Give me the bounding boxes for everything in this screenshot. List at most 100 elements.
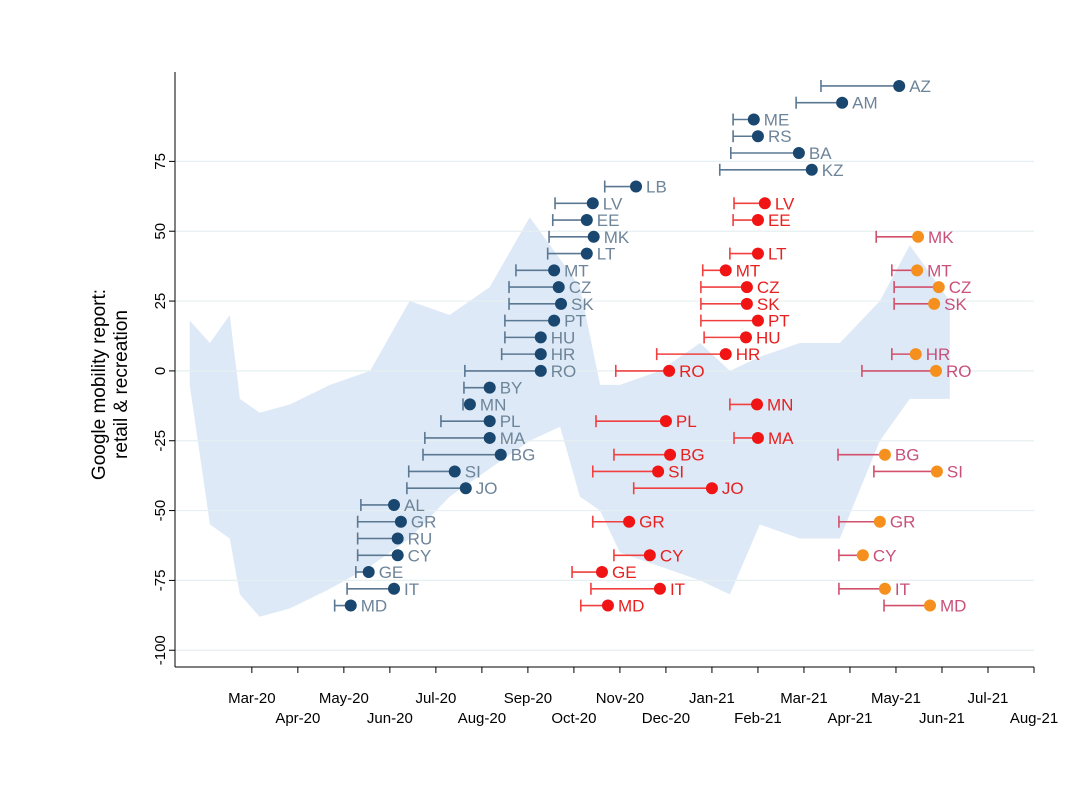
dot [739,331,752,344]
x-tick-label: Apr-21 [827,710,872,727]
dot [586,197,599,210]
point-label: LB [646,178,667,197]
dot [463,398,476,411]
dot [930,465,943,478]
point-label: RO [551,362,577,381]
point-label: SK [944,295,967,314]
x-tick-label: Mar-21 [780,690,828,707]
dot [856,549,869,562]
point-label: HU [756,328,781,347]
point-label: HR [736,345,761,364]
dot [555,297,568,310]
point-label: SI [947,462,963,481]
point-label: SK [571,295,594,314]
x-tick-label: May-21 [871,690,921,707]
x-tick-label: Jul-20 [415,690,456,707]
dot [878,448,891,461]
point-label: MD [940,597,966,616]
dot [483,381,496,394]
y-tick-label: 0 [152,367,169,375]
point-label: LV [603,194,623,213]
point-label: IT [670,580,685,599]
point-label: HR [926,345,951,364]
point-label: MA [500,429,526,448]
point-label: IT [404,580,419,599]
dot [388,498,401,511]
point-label: CY [873,546,897,565]
dot [751,130,764,143]
dot [664,448,677,461]
point-label: AZ [909,77,931,96]
dot [643,549,656,562]
point-label: MN [480,395,506,414]
dot [483,415,496,428]
dot [548,264,561,277]
dot [705,482,718,495]
dot [751,214,764,227]
dot [873,515,886,528]
dot [893,79,906,92]
dot [747,113,760,126]
point-label: GR [639,513,665,532]
x-tick-label: Aug-20 [458,710,506,727]
point-label: MT [564,261,589,280]
dot [601,599,614,612]
point-label: SI [465,462,481,481]
dot [659,415,672,428]
dot [595,566,608,579]
dot [630,180,643,193]
dot [534,348,547,361]
point-label: JO [722,479,744,498]
x-tick-label: Feb-21 [734,710,782,727]
x-tick-label: Jun-21 [919,710,965,727]
point-label: AM [852,94,878,113]
point-label: AL [404,496,425,515]
dot [394,515,407,528]
dot [719,348,732,361]
x-tick-label: Nov-20 [596,690,644,707]
y-tick-label: -25 [152,430,169,452]
dot [652,465,665,478]
point-label: HU [551,328,576,347]
x-tick-label: May-20 [319,690,369,707]
dot [751,431,764,444]
point-label: MD [618,597,644,616]
dot [580,247,593,260]
dot [740,297,753,310]
point-label: CY [408,546,432,565]
dot [548,314,561,327]
dot [391,549,404,562]
dot [924,599,937,612]
dot [792,147,805,160]
range-band [189,217,950,617]
dot [552,281,565,294]
dot [534,331,547,344]
x-tick-label: Jul-21 [968,690,1009,707]
point-label: BA [809,144,832,163]
dot [391,532,404,545]
dot [929,364,942,377]
point-label: RO [946,362,972,381]
point-label: RU [408,530,433,549]
point-label: RO [679,362,705,381]
dot [912,230,925,243]
point-label: CY [660,546,684,565]
point-label: MK [928,228,954,247]
point-label: PT [768,312,790,331]
x-tick-label: Sep-20 [504,690,552,707]
x-tick-label: Mar-20 [228,690,276,707]
x-tick-label: Jun-20 [367,710,413,727]
y-tick-label: 25 [152,293,169,310]
dot [362,566,375,579]
x-tick-label: Dec-20 [642,710,690,727]
point-label: RS [768,127,792,146]
point-label: SK [757,295,780,314]
point-label: MN [767,395,793,414]
point-label: LT [768,245,787,264]
dot [928,297,941,310]
dot [740,281,753,294]
dot [805,163,818,176]
dot [751,314,764,327]
point-label: BG [895,446,920,465]
